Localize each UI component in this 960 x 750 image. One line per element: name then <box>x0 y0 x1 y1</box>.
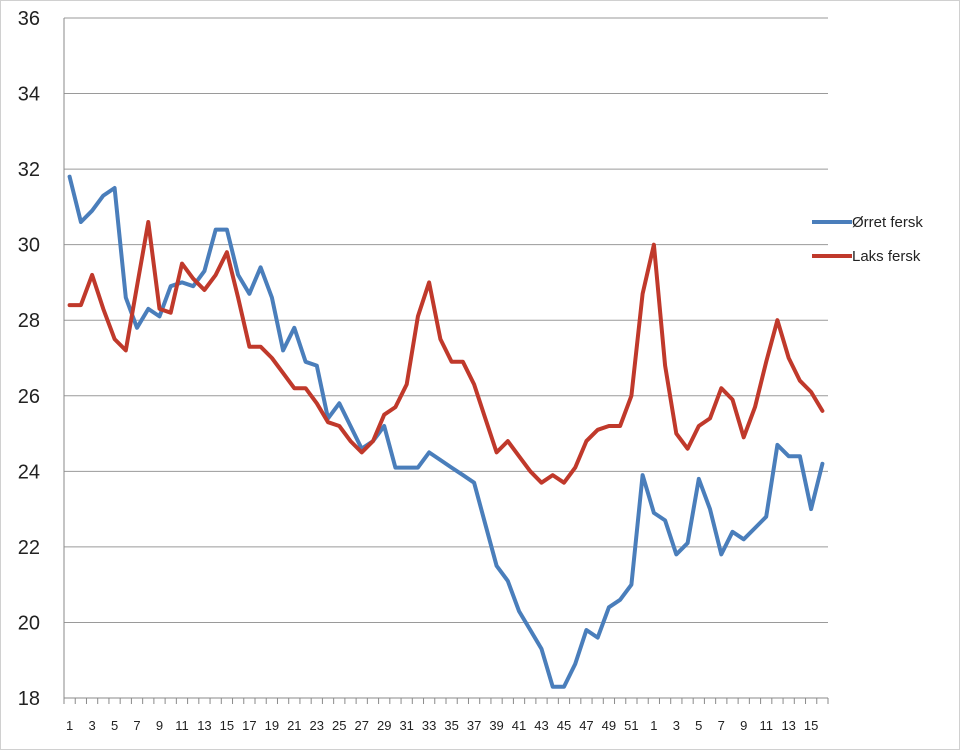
y-tick-label: 20 <box>18 612 40 634</box>
x-tick-label: 21 <box>287 718 301 733</box>
x-tick-label: 11 <box>175 718 189 733</box>
x-tick-label: 39 <box>489 718 503 733</box>
x-tick-label: 1 <box>66 718 73 733</box>
y-tick-labels: 18 20 22 24 26 28 30 32 34 36 <box>18 8 40 710</box>
y-tick-label: 36 <box>18 8 40 30</box>
x-tick-label: 37 <box>467 718 481 733</box>
x-tick-label: 31 <box>399 718 413 733</box>
x-tick-label: 45 <box>557 718 571 733</box>
gridlines <box>64 17 828 623</box>
legend-label: Ørret fersk <box>852 214 923 231</box>
x-tick-label: 27 <box>355 718 369 733</box>
series-lines <box>67 174 825 689</box>
y-tick-label: 22 <box>18 537 40 559</box>
x-tick-label: 7 <box>133 718 140 733</box>
x-tick-label: 49 <box>602 718 616 733</box>
x-tick-label: 43 <box>534 718 548 733</box>
series-line-1 <box>67 220 825 485</box>
x-tick-label: 7 <box>718 718 725 733</box>
x-tick-label: 41 <box>512 718 526 733</box>
x-tick-label: 11 <box>759 718 773 733</box>
y-tick-label: 18 <box>18 688 40 710</box>
x-tick-labels: 1 3 5 7 9 11 13 15 17 19 21 23 25 27 29 31 33 35 37 39 41 43 4… <box>66 718 818 733</box>
x-tick-label: 25 <box>332 718 346 733</box>
x-tick-label: 51 <box>624 718 638 733</box>
x-tick-label: 5 <box>695 718 702 733</box>
x-tick-label: 35 <box>444 718 458 733</box>
y-tick-label: 26 <box>18 386 40 408</box>
legend-label: Laks fersk <box>852 248 921 265</box>
series-line-0 <box>67 174 825 689</box>
axes <box>63 18 829 704</box>
x-tick-label: 5 <box>111 718 118 733</box>
x-tick-label: 13 <box>197 718 211 733</box>
x-tick-label: 9 <box>156 718 163 733</box>
y-tick-label: 24 <box>18 461 40 483</box>
x-tick-label: 15 <box>804 718 818 733</box>
y-tick-label: 30 <box>18 235 40 257</box>
y-tick-label: 34 <box>18 84 40 106</box>
legend: Ørret fersk Laks fersk <box>812 214 923 265</box>
x-tick-label: 1 <box>650 718 657 733</box>
x-tick-label: 13 <box>781 718 795 733</box>
y-tick-label: 32 <box>18 159 40 181</box>
x-tick-label: 19 <box>265 718 279 733</box>
x-tick-label: 33 <box>422 718 436 733</box>
x-tick-label: 29 <box>377 718 391 733</box>
y-tick-label: 28 <box>18 310 40 332</box>
x-tick-label: 17 <box>242 718 256 733</box>
x-tick-label: 15 <box>220 718 234 733</box>
x-tick-label: 3 <box>88 718 95 733</box>
x-tick-label: 23 <box>310 718 324 733</box>
x-tick-label: 3 <box>673 718 680 733</box>
x-tick-label: 47 <box>579 718 593 733</box>
x-tick-label: 9 <box>740 718 747 733</box>
